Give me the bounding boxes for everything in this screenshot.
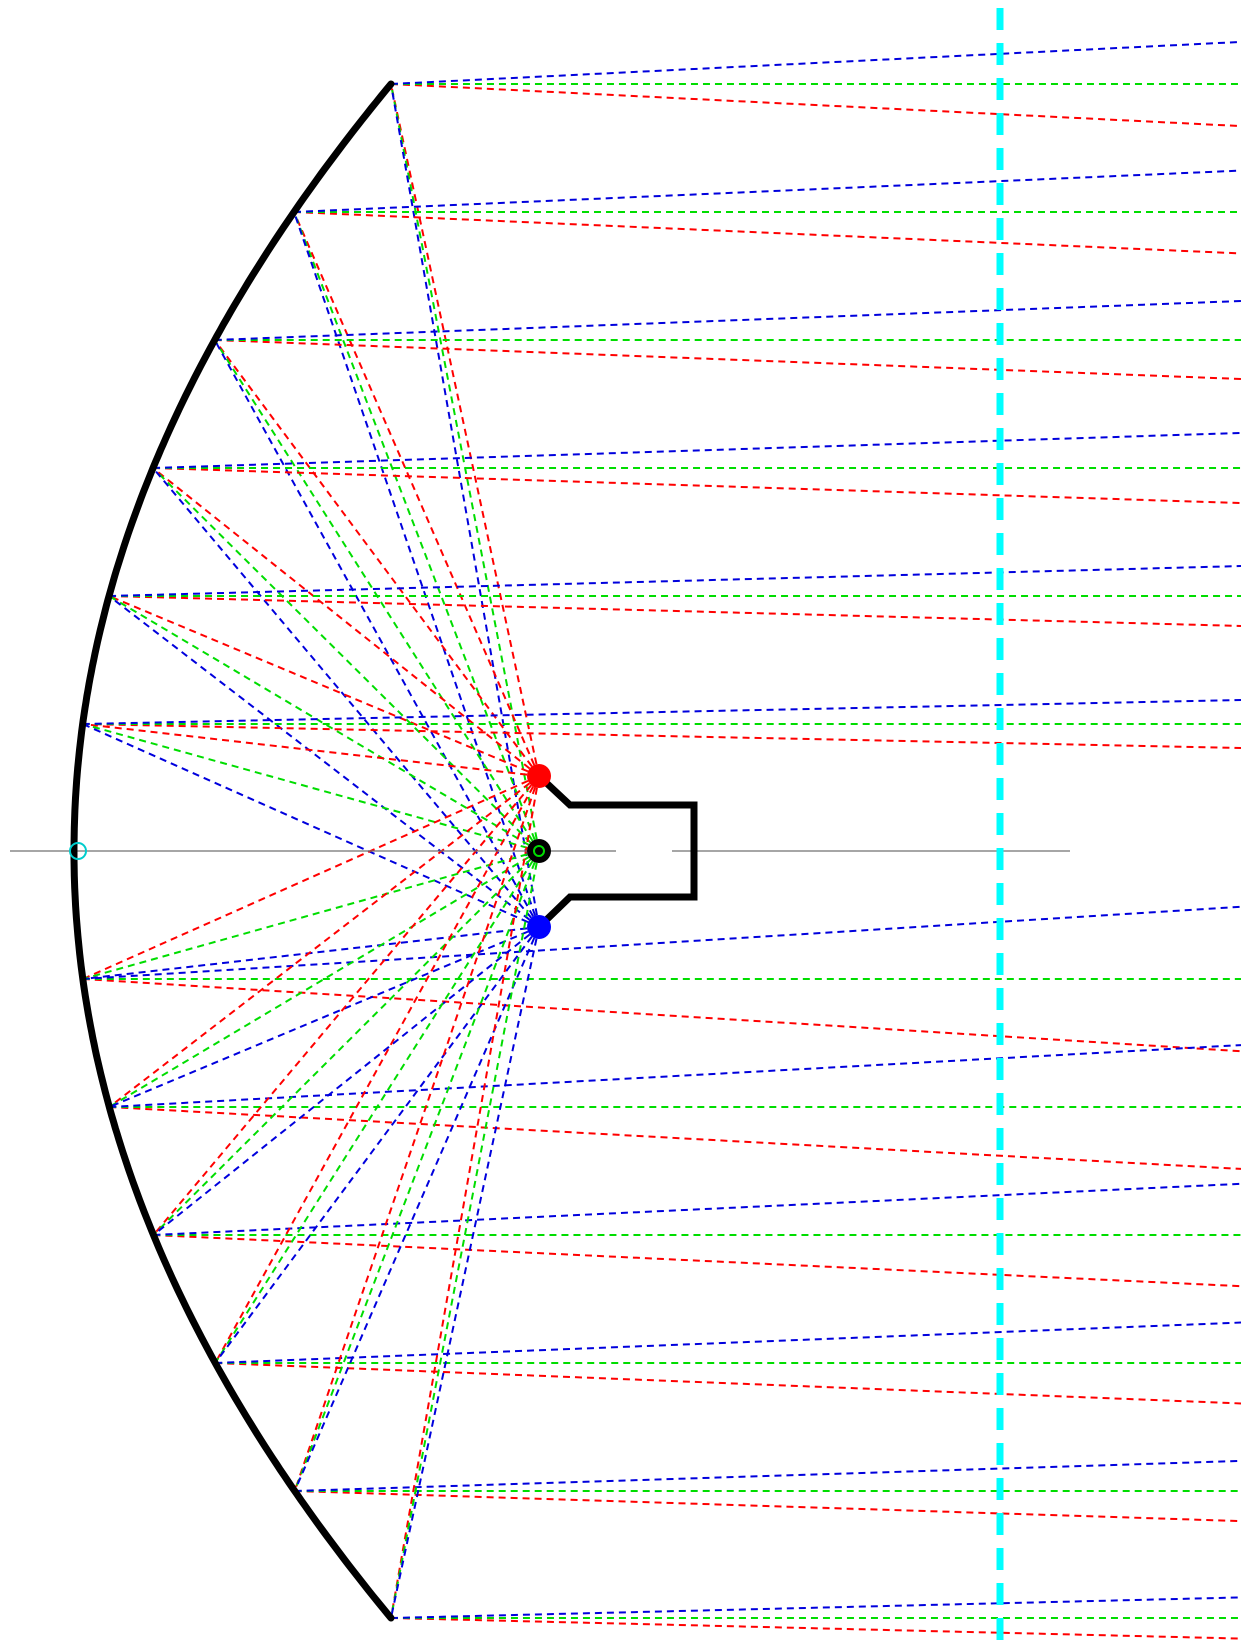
feed-support-arm <box>536 773 698 930</box>
ray-red-reflected-9 <box>153 1234 1241 1288</box>
ray-red-reflected-12 <box>390 1617 1241 1640</box>
focal-points-group <box>527 764 551 939</box>
ray-blue-reflected-2 <box>214 300 1241 341</box>
ray-red-reflected-7 <box>82 978 1241 1053</box>
ray-green-incident-5 <box>82 723 540 852</box>
ray-blue-incident-8 <box>108 926 540 1108</box>
ray-blue-incident-12 <box>389 926 540 1619</box>
ray-red-reflected-11 <box>294 1490 1241 1523</box>
ray-red-reflected-4 <box>109 595 1241 627</box>
ray-blue-reflected-12 <box>390 1596 1241 1619</box>
green-focus-inner-ring <box>533 845 545 857</box>
ray-green-incident-10 <box>214 850 540 1364</box>
blue-focus <box>527 915 551 939</box>
ray-green-incident-12 <box>389 850 540 1619</box>
ray-blue-incident-5 <box>82 723 540 928</box>
parabolic-mirror <box>70 80 395 1622</box>
ray-green-incident-11 <box>293 850 540 1492</box>
ray-blue-reflected-1 <box>293 169 1241 213</box>
ray-red-incident-3 <box>152 467 540 777</box>
ray-red-incident-0 <box>389 83 540 777</box>
ray-blue-reflected-11 <box>294 1459 1241 1492</box>
ray-red-reflected-5 <box>82 723 1241 749</box>
ray-blue-reflected-0 <box>390 40 1241 85</box>
ray-blue-incident-1 <box>293 211 540 928</box>
ray-blue-reflected-10 <box>215 1321 1241 1364</box>
ray-blue-reflected-7 <box>82 905 1241 980</box>
ray-blue-reflected-8 <box>109 1044 1241 1108</box>
ray-blue-incident-11 <box>293 926 540 1492</box>
ray-red-incident-9 <box>152 775 540 1236</box>
red-focus <box>527 764 551 788</box>
ray-blue-reflected-4 <box>109 565 1241 597</box>
ray-red-incident-1 <box>293 211 540 777</box>
ray-blue-incident-7 <box>82 926 540 980</box>
ray-red-incident-5 <box>82 723 540 777</box>
ray-red-reflected-2 <box>214 339 1241 380</box>
green-focus <box>527 839 551 863</box>
ray-blue-reflected-9 <box>153 1182 1241 1236</box>
ray-red-reflected-3 <box>153 467 1241 505</box>
ray-red-incident-2 <box>213 339 540 777</box>
ray-group <box>82 40 1241 1640</box>
ray-red-reflected-10 <box>215 1362 1241 1405</box>
ray-red-reflected-8 <box>109 1106 1241 1170</box>
ray-blue-incident-9 <box>152 926 540 1236</box>
ray-red-incident-7 <box>82 775 540 980</box>
ray-green-incident-7 <box>82 850 540 980</box>
ray-blue-reflected-3 <box>153 431 1241 469</box>
ray-red-reflected-0 <box>390 83 1241 128</box>
ray-blue-incident-2 <box>213 339 540 928</box>
ray-blue-incident-0 <box>389 83 540 928</box>
ray-red-incident-8 <box>108 775 540 1108</box>
ray-red-incident-10 <box>214 775 540 1364</box>
ray-blue-incident-10 <box>214 926 540 1364</box>
ray-red-incident-11 <box>293 775 540 1492</box>
ray-red-incident-12 <box>389 775 540 1619</box>
ray-blue-incident-4 <box>108 595 540 928</box>
ray-green-incident-3 <box>152 467 540 852</box>
ray-red-incident-4 <box>108 595 540 777</box>
mirror-vertex-marker <box>69 842 87 860</box>
ray-red-reflected-1 <box>293 211 1241 255</box>
ray-green-incident-1 <box>293 211 540 852</box>
ray-green-incident-9 <box>152 850 540 1236</box>
ray-blue-reflected-5 <box>82 699 1241 725</box>
